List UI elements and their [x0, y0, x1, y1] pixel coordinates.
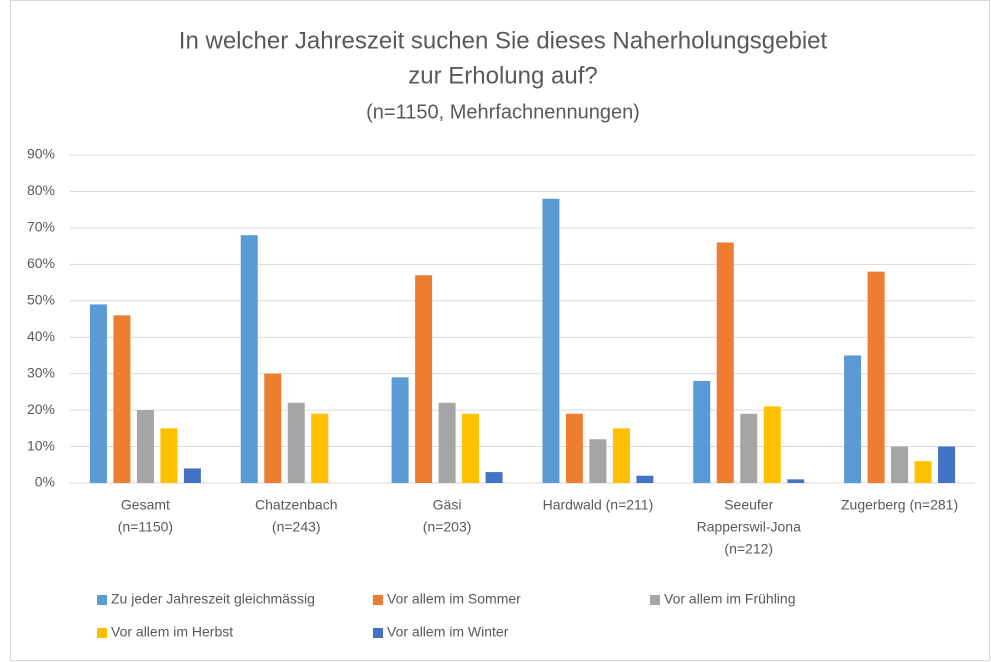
legend-swatch — [97, 595, 107, 605]
x-tick-label: Hardwald (n=211) — [543, 497, 654, 513]
bar — [311, 413, 329, 483]
chart-subtitle: (n=1150, Mehrfachnennungen) — [366, 101, 640, 123]
bar — [891, 446, 909, 483]
chart-frame — [10, 0, 990, 661]
bar — [160, 428, 178, 483]
bar — [264, 373, 282, 483]
bar — [287, 402, 305, 483]
bar — [89, 304, 107, 483]
y-tick-label: 30% — [27, 364, 55, 380]
legend-label: Vor allem im Herbst — [111, 624, 233, 640]
x-tick-label: Seeufer — [724, 497, 773, 513]
bar — [485, 472, 503, 483]
bar — [589, 439, 607, 483]
y-tick-label: 10% — [27, 437, 55, 453]
legend-label: Vor allem im Frühling — [664, 591, 796, 607]
bar — [542, 198, 560, 483]
y-tick-label: 50% — [27, 291, 55, 307]
y-tick-label: 20% — [27, 401, 55, 417]
x-tick-label: (n=243) — [272, 519, 321, 535]
legend-label: Vor allem im Winter — [387, 624, 509, 640]
y-tick-label: 0% — [35, 474, 55, 490]
x-tick-label: (n=212) — [724, 541, 773, 557]
bar — [438, 402, 456, 483]
legend-swatch — [373, 595, 383, 605]
x-tick-label: Gäsi — [433, 497, 462, 513]
y-tick-label: 80% — [27, 182, 55, 198]
x-tick-label: (n=1150) — [118, 519, 173, 535]
bar — [391, 377, 409, 483]
y-tick-label: 70% — [27, 219, 55, 235]
legend-swatch — [97, 628, 107, 638]
bar — [693, 380, 711, 483]
bar — [415, 275, 433, 483]
bar — [113, 315, 131, 483]
bar — [565, 413, 583, 483]
x-tick-label: (n=203) — [423, 519, 472, 535]
y-tick-label: 90% — [27, 146, 55, 162]
bar — [240, 235, 258, 483]
x-tick-label: Gesamt — [121, 497, 170, 513]
y-tick-label: 40% — [27, 328, 55, 344]
bar — [763, 406, 781, 483]
bar — [183, 468, 201, 483]
bar — [740, 413, 758, 483]
bar — [867, 271, 885, 483]
legend-swatch — [650, 595, 660, 605]
legend-label: Zu jeder Jahreszeit gleichmässig — [111, 591, 315, 607]
legend-label: Vor allem im Sommer — [387, 591, 521, 607]
bar — [938, 446, 956, 483]
bar — [462, 413, 480, 483]
x-tick-label: Chatzenbach — [255, 497, 338, 513]
bar — [716, 242, 734, 483]
x-tick-label: Zugerberg (n=281) — [841, 497, 958, 513]
bar — [636, 475, 654, 483]
bar — [612, 428, 630, 483]
chart-title: zur Erholung auf? — [408, 62, 597, 89]
bar — [136, 410, 154, 483]
bar — [844, 355, 862, 483]
x-tick-label: Rapperswil-Jona — [697, 519, 801, 535]
chart-title: In welcher Jahreszeit suchen Sie dieses … — [179, 27, 828, 54]
legend-swatch — [373, 628, 383, 638]
bar — [914, 461, 932, 483]
y-tick-label: 60% — [27, 255, 55, 271]
bar — [787, 479, 805, 483]
